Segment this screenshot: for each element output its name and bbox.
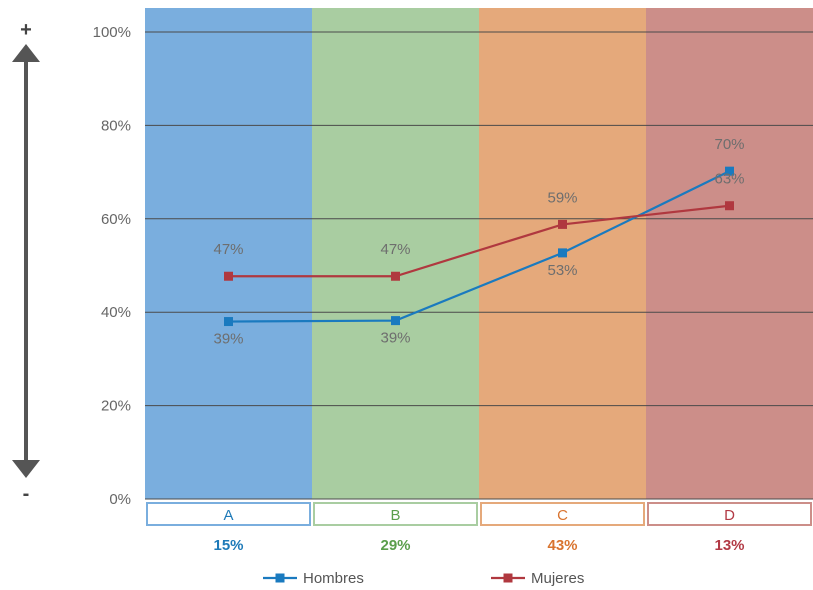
point-hombres [558,248,567,258]
category-box-b [313,502,478,526]
category-label: B [390,507,400,524]
category-label: C [557,507,568,524]
data-labels: 39% 39% 53% 70% 47% 47% 59% 63% [213,136,744,347]
y-axis-ticks: 0% 20% 40% 60% 80% 100% [93,24,131,508]
category-box-a [146,502,311,526]
band-a [145,8,313,499]
band-b [312,8,480,499]
category-label: D [724,507,735,524]
point-hombres [725,166,734,176]
point-hombres [391,316,400,326]
legend-label-hombres: Hombres [303,570,364,587]
legend-marker-hombres [275,573,285,583]
category-share: 29% [380,537,410,554]
series-line-hombres [228,170,730,323]
category-share: 13% [714,537,744,554]
arrow-up-icon [12,44,40,62]
category-label: A [223,507,233,524]
legend-marker-mujeres [503,573,513,583]
category-shares: 15% 29% 43% 13% [213,537,744,554]
band-d [646,8,813,499]
series-line-mujeres [228,204,730,278]
data-label-mujeres: 47% [213,241,243,258]
data-label-mujeres: 59% [547,189,577,206]
legend-label-mujeres: Mujeres [531,570,584,587]
y-tick-label: 100% [93,24,131,41]
scale-top-label: + [20,19,32,41]
y-tick-label: 80% [101,117,131,134]
y-tick-label: 60% [101,211,131,228]
point-mujeres [558,219,567,229]
scale-bottom-label: - [23,483,30,505]
category-bands [145,8,813,499]
gridlines [145,31,813,500]
y-tick-label: 40% [101,304,131,321]
arrow-down-icon [12,460,40,478]
data-label-hombres: 39% [213,331,243,348]
y-tick-label: 0% [109,491,131,508]
series-lines [224,166,734,327]
data-label-mujeres: 47% [380,241,410,258]
point-hombres [224,317,233,327]
category-box-c [480,502,645,526]
category-box-d [647,502,812,526]
y-tick-label: 20% [101,398,131,415]
category-share: 15% [213,537,243,554]
data-label-hombres: 70% [714,136,744,153]
scale-arrow: +- [12,19,40,505]
category-boxes: A B C D [146,502,812,526]
point-mujeres [725,201,734,211]
data-label-mujeres: 63% [714,171,744,188]
data-label-hombres: 39% [380,330,410,347]
data-label-hombres: 53% [547,262,577,279]
point-mujeres [224,271,233,281]
point-mujeres [391,271,400,281]
category-share: 43% [547,537,577,554]
legend: Hombres Mujeres [263,570,584,587]
